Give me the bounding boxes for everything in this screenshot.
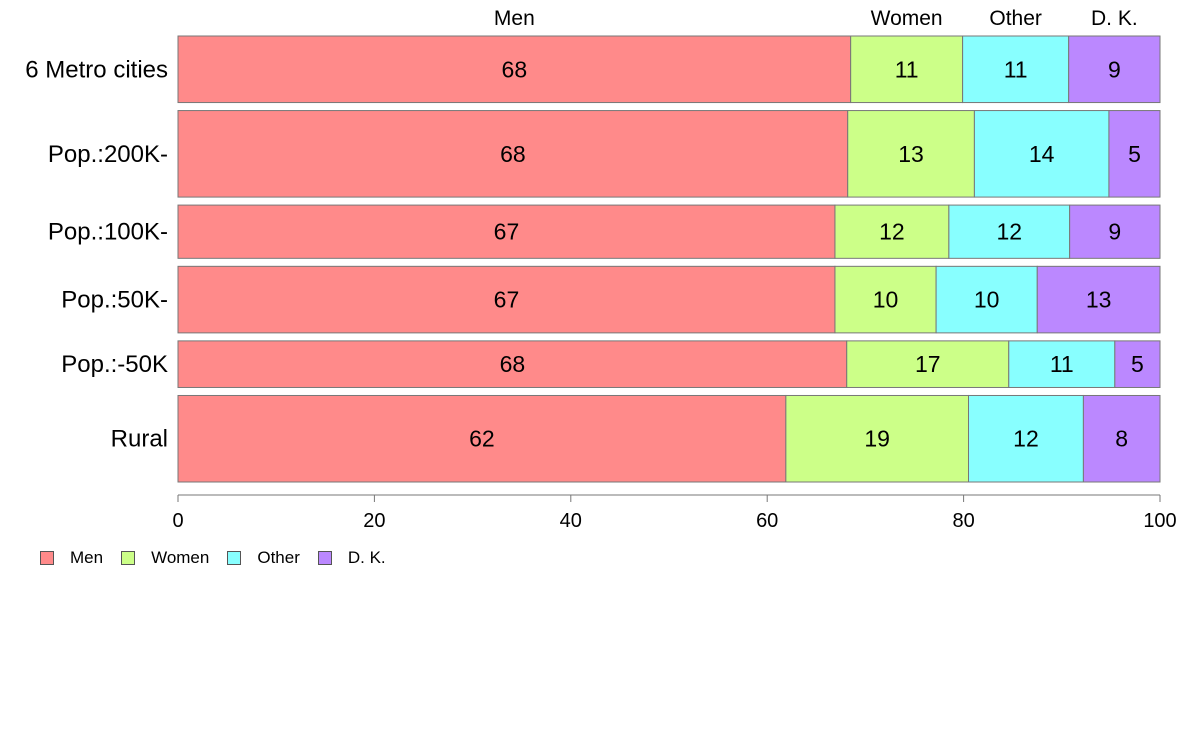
bar-segment	[1082, 394, 1161, 483]
data-label: 9	[1108, 56, 1121, 82]
legend-swatch	[317, 551, 332, 565]
bar-segment	[1008, 340, 1116, 388]
bar-segment	[968, 394, 1084, 483]
legend-swatch	[121, 551, 136, 565]
x-tick-label: 80	[952, 510, 974, 532]
x-tick-label: 100	[1143, 510, 1176, 532]
legend-label: Men	[70, 548, 104, 567]
column-headers: Men Women Other D. K.	[494, 7, 1138, 30]
x-tick-label: 40	[560, 510, 582, 532]
category-label: Pop.:200K-	[48, 141, 168, 168]
data-label: 10	[873, 287, 899, 313]
data-label: 10	[974, 287, 1000, 313]
data-label: 11	[1004, 56, 1028, 82]
data-label: 11	[895, 56, 919, 82]
data-label: 12	[1013, 426, 1039, 452]
data-label: 68	[500, 351, 526, 377]
bar-segment	[1068, 35, 1161, 104]
category-label: Pop.:-50K	[61, 351, 168, 378]
category-label: 6 Metro cities	[25, 56, 168, 83]
data-label: 11	[1050, 351, 1074, 377]
data-label: 5	[1128, 141, 1141, 167]
legend-label: Women	[151, 548, 210, 567]
data-label: 62	[469, 426, 495, 452]
data-label: 68	[500, 141, 526, 167]
data-label: 9	[1108, 219, 1121, 245]
bar-segment	[177, 204, 836, 259]
legend-label: D. K.	[347, 548, 386, 567]
bar-segment	[834, 265, 937, 334]
legend: Men Women Other D. K.	[40, 548, 404, 568]
bar-segment	[846, 340, 1010, 388]
bar-segment	[1069, 204, 1161, 259]
bar-segment	[177, 265, 836, 334]
bar-segment	[834, 204, 950, 259]
bars: 68 11 11 9 68 13 14 5 67 12 12 9 67 10 10 13 68 17 11 5 62 19…	[177, 35, 1161, 483]
data-label: 19	[864, 426, 890, 452]
bar-segment	[177, 35, 852, 104]
category-labels: 6 Metro cities Pop.:200K- Pop.:100K- Pop.:5…	[25, 56, 168, 452]
x-axis: 0 20 40 60 80 100	[172, 494, 1177, 532]
category-label: Pop.:50K-	[61, 287, 168, 314]
bar-segment	[1114, 340, 1161, 388]
bar-segment	[1036, 265, 1161, 334]
data-label: 13	[898, 141, 924, 167]
x-tick-label: 0	[172, 510, 183, 532]
data-label: 67	[494, 219, 520, 245]
data-label: 5	[1131, 351, 1144, 377]
legend-item: Women	[121, 548, 209, 568]
category-label: Rural	[111, 426, 168, 453]
bar-segment	[847, 110, 975, 198]
data-label: 12	[996, 219, 1022, 245]
bar-segment	[973, 110, 1110, 198]
legend-item: D. K.	[317, 548, 386, 568]
column-header: Men	[494, 7, 535, 30]
data-label: 8	[1115, 426, 1128, 452]
legend-swatch	[227, 551, 242, 565]
data-label: 13	[1086, 287, 1112, 313]
column-header: Other	[989, 7, 1042, 30]
legend-swatch	[40, 551, 54, 565]
bar-segment	[177, 394, 787, 483]
bar-segment	[785, 394, 970, 483]
column-header: Women	[871, 7, 943, 30]
bar-segment	[1108, 110, 1161, 198]
legend-item: Men	[40, 548, 103, 568]
legend-item: Other	[227, 548, 300, 568]
bar-segment	[962, 35, 1070, 104]
data-label: 17	[915, 351, 941, 377]
stacked-bar-chart: Men Women Other D. K. 68 11 11 9 68 13 14 5 67 12 12 9…	[25, 7, 1177, 532]
data-label: 12	[879, 219, 905, 245]
x-tick-label: 20	[363, 510, 385, 532]
bar-segment	[177, 110, 849, 198]
bar-segment	[177, 340, 848, 388]
x-tick-label: 60	[756, 510, 778, 532]
data-label: 67	[494, 287, 520, 313]
bar-segment	[850, 35, 964, 104]
category-label: Pop.:100K-	[48, 219, 168, 246]
legend-label: Other	[257, 548, 300, 567]
data-label: 14	[1029, 141, 1055, 167]
column-header: D. K.	[1091, 7, 1138, 30]
data-label: 68	[502, 56, 528, 82]
